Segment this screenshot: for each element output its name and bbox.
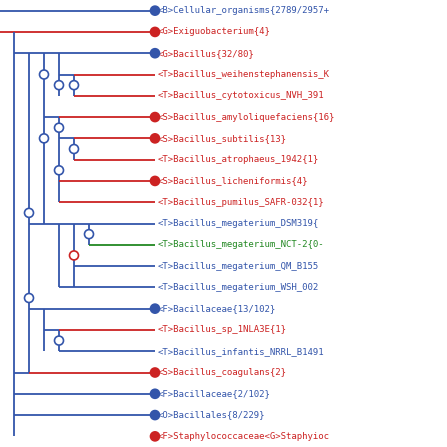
Ellipse shape: [151, 177, 160, 186]
Ellipse shape: [25, 208, 34, 217]
Ellipse shape: [151, 368, 160, 377]
Ellipse shape: [151, 134, 160, 143]
Ellipse shape: [151, 304, 160, 313]
Text: <B>Cellular_organisms{2789/2957+: <B>Cellular_organisms{2789/2957+: [158, 6, 330, 15]
Ellipse shape: [151, 389, 160, 398]
Text: <G>Bacillus{32/80}: <G>Bacillus{32/80}: [158, 49, 255, 58]
Ellipse shape: [55, 336, 63, 345]
Ellipse shape: [39, 70, 49, 79]
Text: <T>Bacillus_megaterium_WSH_002: <T>Bacillus_megaterium_WSH_002: [158, 283, 319, 292]
Text: <F>Staphylococcaceae<G>Staphyioc: <F>Staphylococcaceae<G>Staphyioc: [158, 432, 330, 441]
Text: <T>Bacillus_infantis_NRRL_B1491: <T>Bacillus_infantis_NRRL_B1491: [158, 347, 325, 356]
Ellipse shape: [55, 80, 63, 90]
Text: <S>Bacillus_coagulans{2}: <S>Bacillus_coagulans{2}: [158, 368, 287, 377]
Ellipse shape: [151, 113, 160, 122]
Text: <T>Bacillus_megaterium_QM_B155: <T>Bacillus_megaterium_QM_B155: [158, 261, 319, 270]
Ellipse shape: [55, 166, 63, 175]
Ellipse shape: [151, 432, 160, 441]
Ellipse shape: [84, 230, 93, 239]
Ellipse shape: [151, 49, 160, 58]
Text: <S>Bacillus_subtilis{13}: <S>Bacillus_subtilis{13}: [158, 134, 287, 143]
Text: <F>Bacillaceae{13/102}: <F>Bacillaceae{13/102}: [158, 304, 276, 313]
Text: <S>Bacillus_licheniformis{4}: <S>Bacillus_licheniformis{4}: [158, 177, 308, 186]
Text: <T>Bacillus_megaterium_DSM319{: <T>Bacillus_megaterium_DSM319{: [158, 219, 319, 228]
Ellipse shape: [55, 123, 63, 132]
Ellipse shape: [151, 27, 160, 36]
Ellipse shape: [69, 251, 79, 260]
Text: <F>Bacillaceae{2/102}: <F>Bacillaceae{2/102}: [158, 389, 271, 398]
Text: <T>Bacillus_megaterium_NCT-2{0-: <T>Bacillus_megaterium_NCT-2{0-: [158, 240, 325, 249]
Text: <G>Exiguobacterium{4}: <G>Exiguobacterium{4}: [158, 27, 271, 36]
Text: <T>Bacillus_atrophaeus_1942{1}: <T>Bacillus_atrophaeus_1942{1}: [158, 155, 319, 164]
Ellipse shape: [69, 80, 79, 90]
Text: <T>Bacillus_cytotoxicus_NVH_391: <T>Bacillus_cytotoxicus_NVH_391: [158, 91, 325, 100]
Ellipse shape: [151, 6, 160, 15]
Text: <T>Bacillus_pumilus_SAFR-032{1}: <T>Bacillus_pumilus_SAFR-032{1}: [158, 198, 325, 207]
Ellipse shape: [151, 411, 160, 420]
Ellipse shape: [39, 134, 49, 143]
Text: <O>Bacillales{8/229}: <O>Bacillales{8/229}: [158, 411, 266, 420]
Text: <T>Bacillus_weihenstephanensis_K: <T>Bacillus_weihenstephanensis_K: [158, 70, 330, 79]
Text: <S>Bacillus_amyloliquefaciens{16}: <S>Bacillus_amyloliquefaciens{16}: [158, 113, 335, 122]
Text: <T>Bacillus_sp_1NLA3E{1}: <T>Bacillus_sp_1NLA3E{1}: [158, 325, 287, 334]
Ellipse shape: [25, 294, 34, 303]
Ellipse shape: [69, 144, 79, 153]
